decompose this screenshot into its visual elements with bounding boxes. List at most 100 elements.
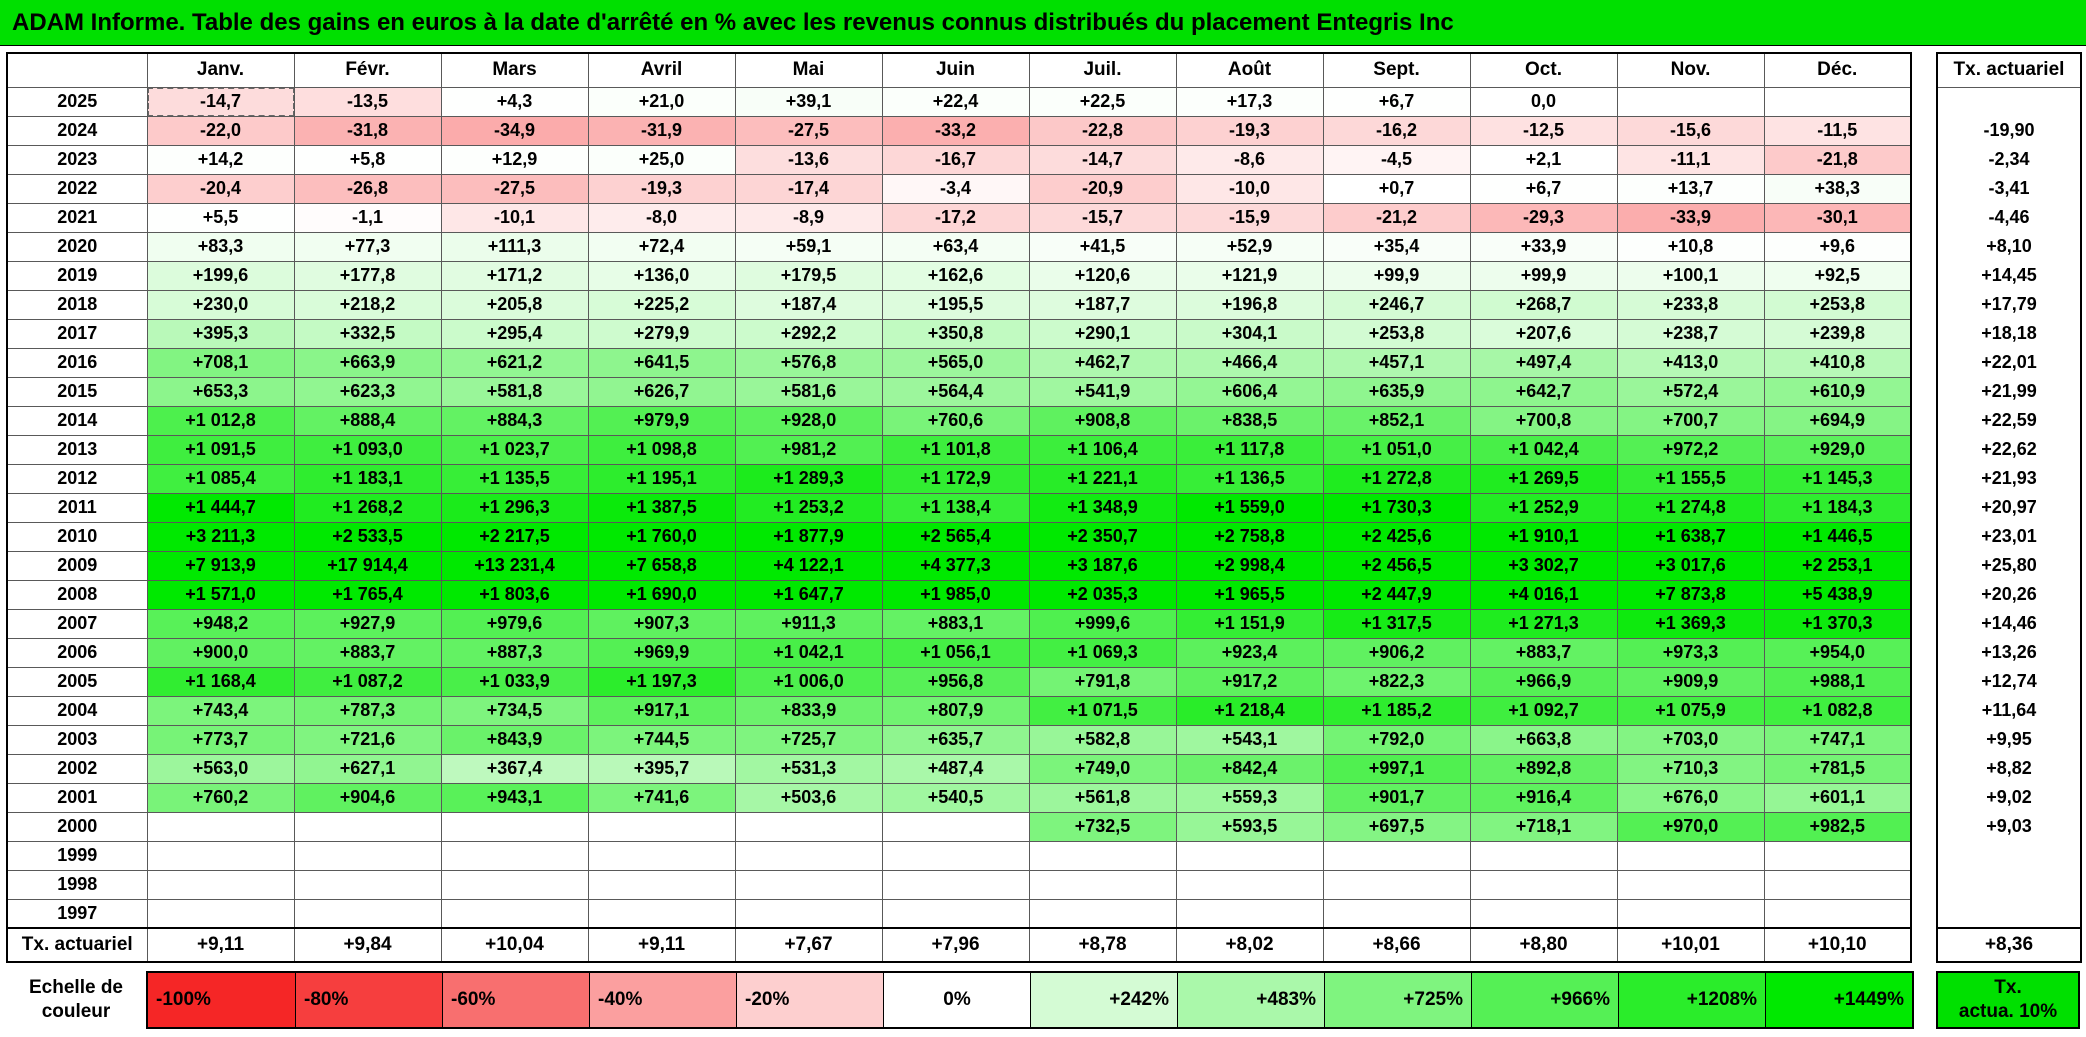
gain-cell[interactable]: -16,7	[881, 144, 1030, 175]
gain-cell[interactable]: +230,0	[146, 289, 295, 320]
monthly-tx-cell[interactable]: +7,96	[881, 927, 1030, 963]
tx-actuariel-cell[interactable]	[1936, 870, 2082, 899]
gain-cell[interactable]: +923,4	[1175, 637, 1324, 668]
gain-cell[interactable]: +561,8	[1028, 782, 1177, 813]
gain-cell[interactable]: +3 302,7	[1469, 550, 1618, 581]
gain-cell[interactable]: +773,7	[146, 724, 295, 755]
gain-cell[interactable]: +59,1	[734, 231, 883, 262]
gain-cell[interactable]: +635,7	[881, 724, 1030, 755]
gain-cell[interactable]: +917,1	[587, 695, 736, 726]
gain-cell[interactable]: -34,9	[440, 115, 589, 146]
gain-cell[interactable]: -4,5	[1322, 144, 1471, 175]
gain-cell[interactable]: +1 023,7	[440, 434, 589, 465]
gain-cell[interactable]: +627,1	[293, 753, 442, 784]
gain-cell[interactable]: +1 092,7	[1469, 695, 1618, 726]
gain-cell[interactable]: +22,4	[881, 86, 1030, 117]
gain-cell[interactable]	[587, 898, 736, 929]
gain-cell[interactable]	[587, 811, 736, 842]
gain-cell[interactable]: +3 187,6	[1028, 550, 1177, 581]
gain-cell[interactable]: +196,8	[1175, 289, 1324, 320]
gain-cell[interactable]: +581,8	[440, 376, 589, 407]
gain-cell[interactable]	[1616, 840, 1765, 871]
gain-cell[interactable]: -21,2	[1322, 202, 1471, 233]
gain-cell[interactable]: +205,8	[440, 289, 589, 320]
gain-cell[interactable]	[734, 898, 883, 929]
footer-label[interactable]: Tx. actuariel	[6, 927, 148, 963]
gain-cell[interactable]: +3 211,3	[146, 521, 295, 552]
gain-cell[interactable]: +721,6	[293, 724, 442, 755]
gain-cell[interactable]: +543,1	[1175, 724, 1324, 755]
gain-cell[interactable]: +1 348,9	[1028, 492, 1177, 523]
gain-cell[interactable]: -15,6	[1616, 115, 1765, 146]
gain-cell[interactable]: +92,5	[1763, 260, 1912, 291]
gain-cell[interactable]: -13,5	[293, 86, 442, 117]
year-label[interactable]: 2019	[6, 260, 148, 291]
gain-cell[interactable]: +1 071,5	[1028, 695, 1177, 726]
gain-cell[interactable]: +1 085,4	[146, 463, 295, 494]
gain-cell[interactable]: +179,5	[734, 260, 883, 291]
gain-cell[interactable]	[440, 869, 589, 900]
gain-cell[interactable]: +1 082,8	[1763, 695, 1912, 726]
gain-cell[interactable]	[1028, 869, 1177, 900]
gain-cell[interactable]: +927,9	[293, 608, 442, 639]
gain-cell[interactable]: +1 877,9	[734, 521, 883, 552]
gain-cell[interactable]: +708,1	[146, 347, 295, 378]
gain-cell[interactable]	[1028, 898, 1177, 929]
gain-cell[interactable]: +1 185,2	[1322, 695, 1471, 726]
year-label[interactable]: 2021	[6, 202, 148, 233]
gain-cell[interactable]: +1 571,0	[146, 579, 295, 610]
gain-cell[interactable]: +888,4	[293, 405, 442, 436]
month-header[interactable]: Mars	[440, 52, 589, 88]
year-label[interactable]: 2002	[6, 753, 148, 784]
gain-cell[interactable]: +906,2	[1322, 637, 1471, 668]
gain-cell[interactable]: +1 271,3	[1469, 608, 1618, 639]
gain-cell[interactable]: +7 913,9	[146, 550, 295, 581]
gain-cell[interactable]: +7 658,8	[587, 550, 736, 581]
gain-cell[interactable]: +2 035,3	[1028, 579, 1177, 610]
gain-cell[interactable]: +487,4	[881, 753, 1030, 784]
gain-cell[interactable]: +35,4	[1322, 231, 1471, 262]
gain-cell[interactable]: -33,2	[881, 115, 1030, 146]
gain-cell[interactable]: +887,3	[440, 637, 589, 668]
gain-cell[interactable]: +13 231,4	[440, 550, 589, 581]
gain-cell[interactable]: +997,1	[1322, 753, 1471, 784]
gain-cell[interactable]: +187,7	[1028, 289, 1177, 320]
gain-cell[interactable]: +268,7	[1469, 289, 1618, 320]
gain-cell[interactable]: +822,3	[1322, 666, 1471, 697]
gain-cell[interactable]: +852,1	[1322, 405, 1471, 436]
gain-cell[interactable]: 0,0	[1469, 86, 1618, 117]
tx-actuariel-cell[interactable]: +20,97	[1936, 493, 2082, 522]
gain-cell[interactable]: +52,9	[1175, 231, 1324, 262]
gain-cell[interactable]: +741,6	[587, 782, 736, 813]
gain-cell[interactable]: +838,5	[1175, 405, 1324, 436]
year-label[interactable]: 2001	[6, 782, 148, 813]
gain-cell[interactable]: +749,0	[1028, 753, 1177, 784]
year-label[interactable]: 2000	[6, 811, 148, 842]
gain-cell[interactable]: +642,7	[1469, 376, 1618, 407]
month-header[interactable]: Févr.	[293, 52, 442, 88]
year-label[interactable]: 2023	[6, 144, 148, 175]
gain-cell[interactable]: +218,2	[293, 289, 442, 320]
gain-cell[interactable]: +1 803,6	[440, 579, 589, 610]
gain-cell[interactable]	[881, 898, 1030, 929]
gain-cell[interactable]: +1 446,5	[1763, 521, 1912, 552]
tx-actuariel-cell[interactable]: +8,82	[1936, 754, 2082, 783]
gain-cell[interactable]: +1 184,3	[1763, 492, 1912, 523]
gain-cell[interactable]: +970,0	[1616, 811, 1765, 842]
gain-cell[interactable]: +676,0	[1616, 782, 1765, 813]
gain-cell[interactable]: +1 042,1	[734, 637, 883, 668]
gain-cell[interactable]: +883,7	[293, 637, 442, 668]
monthly-tx-cell[interactable]: +9,11	[146, 927, 295, 963]
gain-cell[interactable]	[881, 811, 1030, 842]
gain-cell[interactable]: +1 155,5	[1616, 463, 1765, 494]
monthly-tx-cell[interactable]: +10,10	[1763, 927, 1912, 963]
gain-cell[interactable]: +929,0	[1763, 434, 1912, 465]
gain-cell[interactable]	[1322, 840, 1471, 871]
gain-cell[interactable]: -26,8	[293, 173, 442, 204]
gain-cell[interactable]: +4 016,1	[1469, 579, 1618, 610]
gain-cell[interactable]: +4 122,1	[734, 550, 883, 581]
gain-cell[interactable]: +576,8	[734, 347, 883, 378]
year-label[interactable]: 2024	[6, 115, 148, 146]
gain-cell[interactable]: +2 447,9	[1322, 579, 1471, 610]
gain-cell[interactable]: +295,4	[440, 318, 589, 349]
